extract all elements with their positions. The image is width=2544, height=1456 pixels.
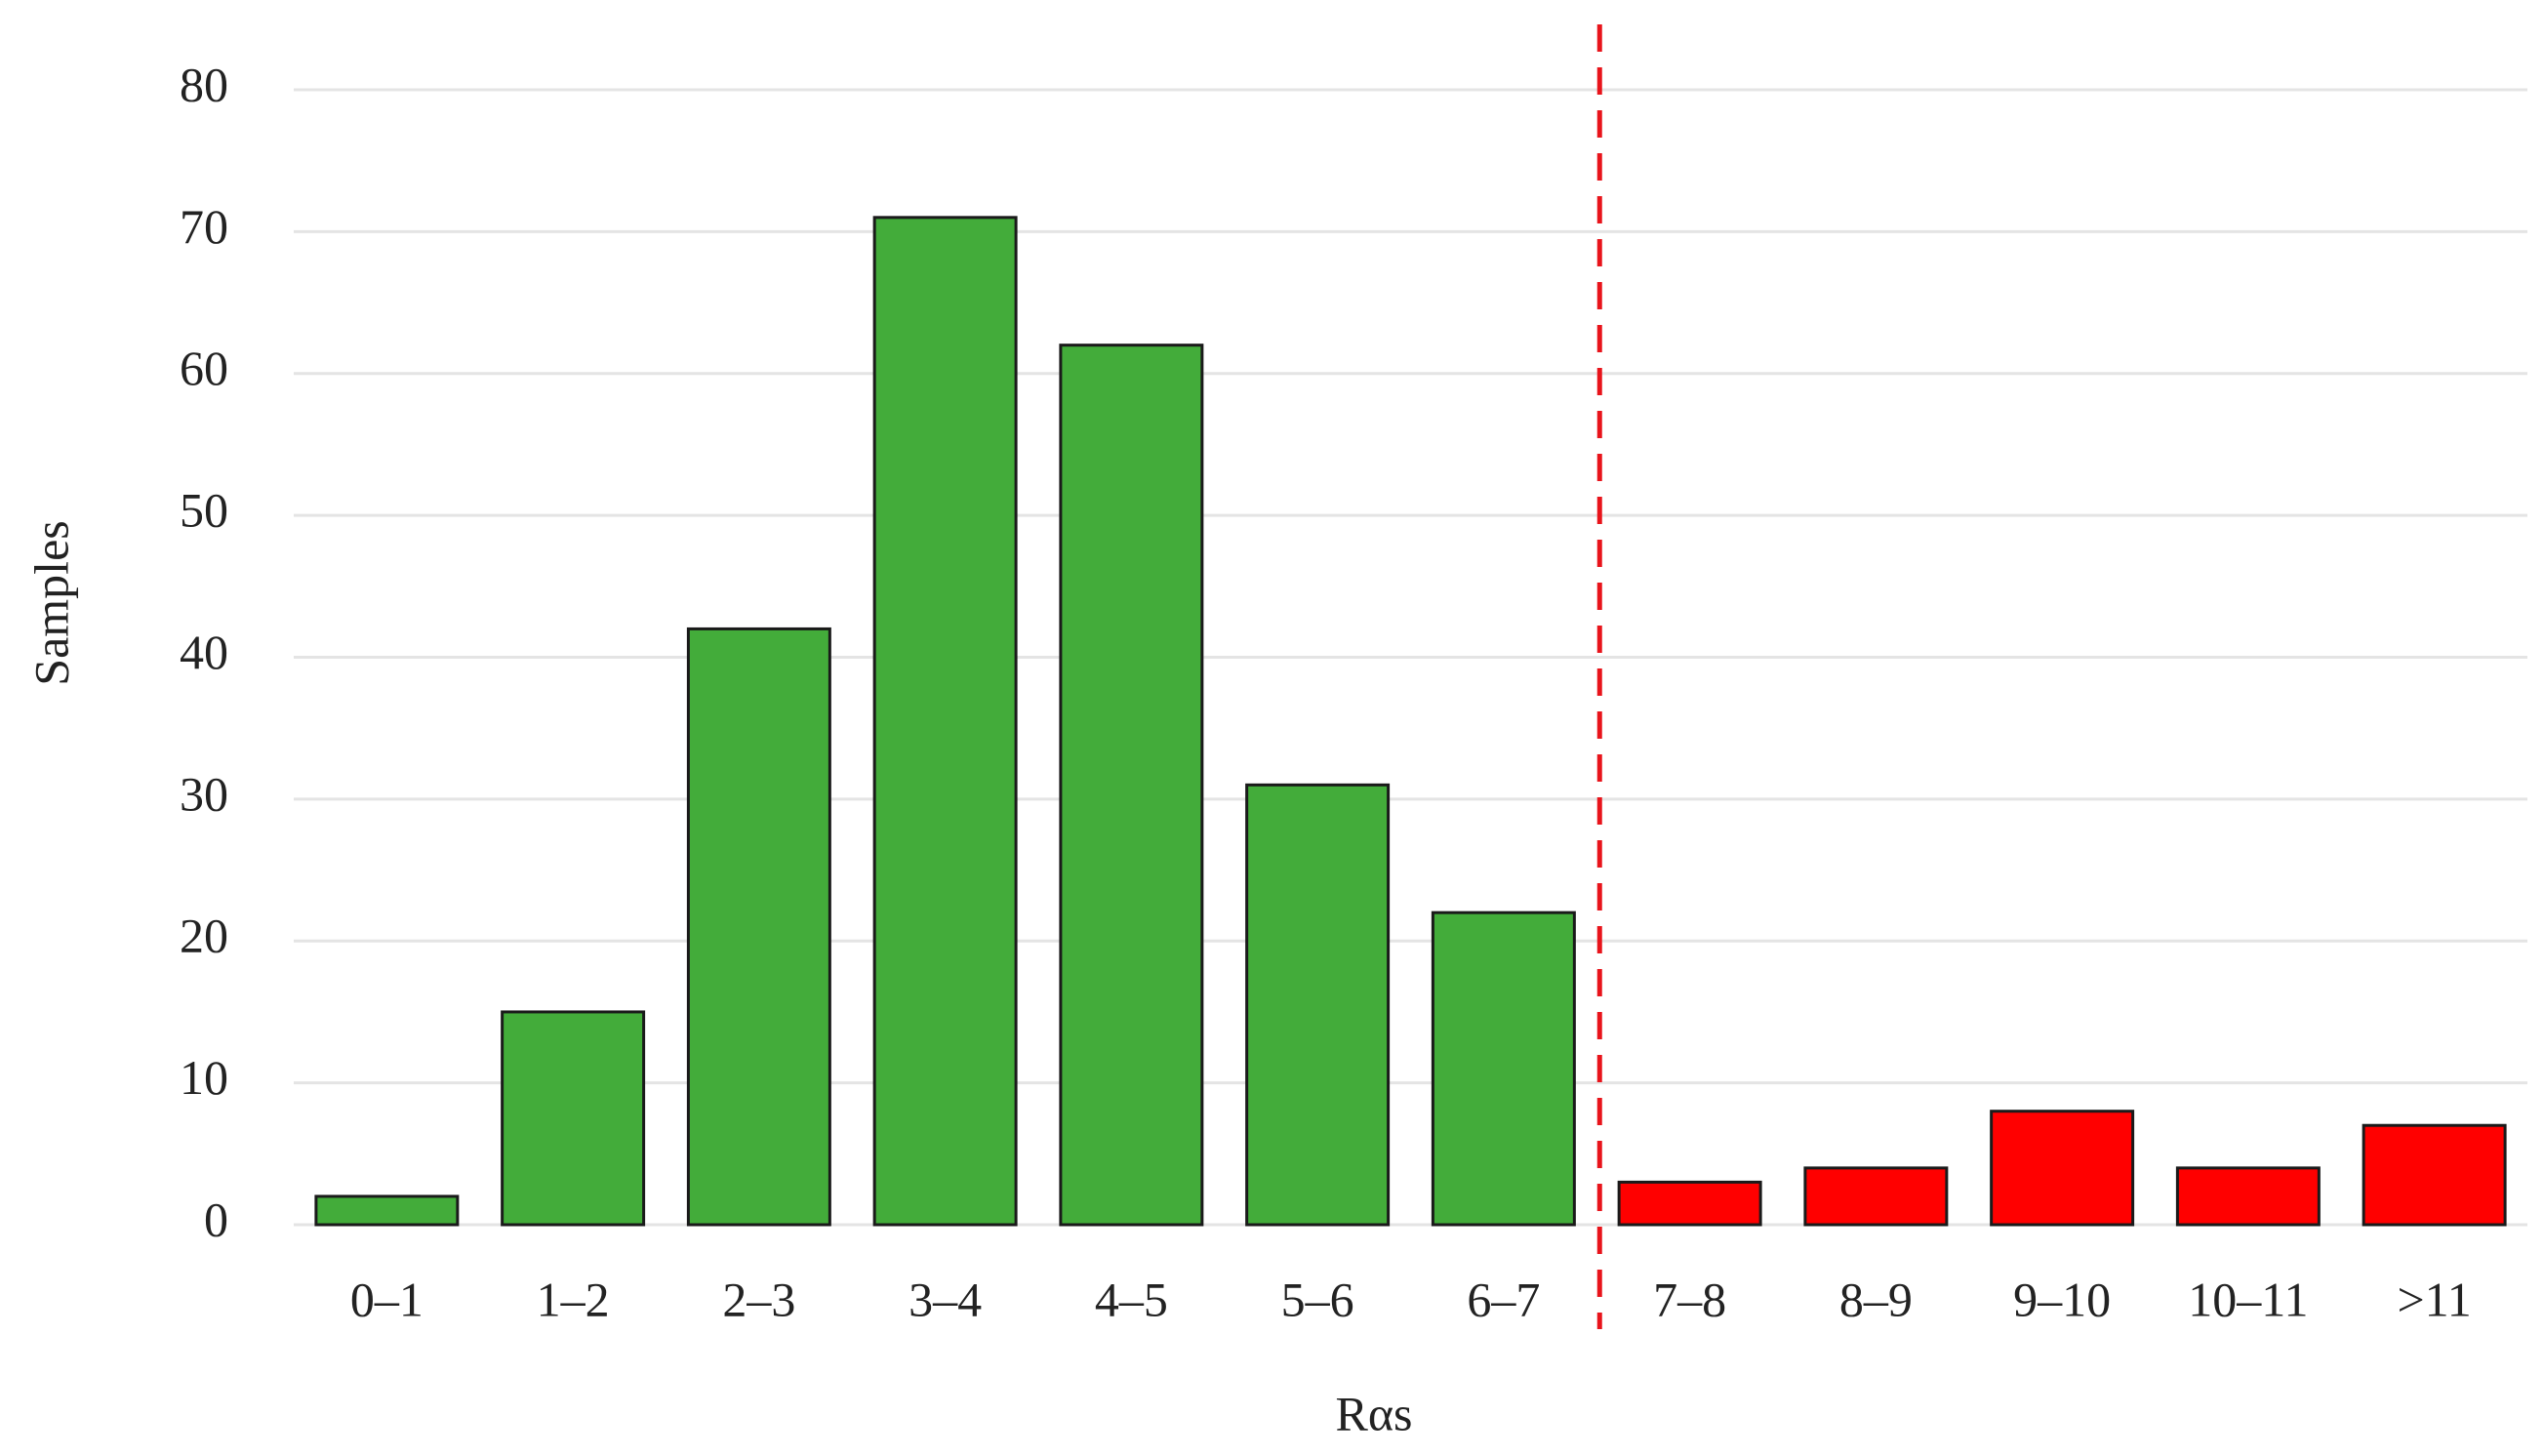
y-tick-label: 70 [180,199,228,254]
bar [1245,783,1391,1227]
bar [501,1010,646,1227]
y-tick-label: 0 [204,1192,228,1246]
y-tick-label: 60 [180,341,228,395]
y-tick-label: 20 [180,909,228,963]
x-tick-label: 4–5 [1095,1272,1168,1326]
bar [1431,910,1576,1227]
bar [2362,1123,2507,1227]
bar [314,1194,460,1227]
x-axis-label: Rαs [1335,1386,1412,1440]
bar [1803,1166,1949,1227]
x-tick-label: 8–9 [1839,1272,1913,1326]
x-tick-label: 7–8 [1653,1272,1726,1326]
bar [1617,1180,1762,1227]
bar [872,216,1018,1227]
y-tick-label: 30 [180,766,228,821]
x-tick-label: 2–3 [722,1272,795,1326]
x-tick-label: 3–4 [909,1272,982,1326]
y-tick-label: 10 [180,1050,228,1105]
x-tick-label: >11 [2397,1272,2471,1326]
x-tick-label: 1–2 [537,1272,610,1326]
bar [2175,1166,2321,1227]
bar [686,627,831,1227]
y-tick-label: 80 [180,57,228,111]
x-tick-label: 6–7 [1467,1272,1540,1326]
y-tick-label: 50 [180,483,228,538]
x-tick-label: 5–6 [1281,1272,1354,1326]
x-tick-label: 10–11 [2188,1272,2308,1326]
x-tick-label: 0–1 [350,1272,424,1326]
x-tick-label: 9–10 [2013,1272,2111,1326]
bar [1990,1110,2135,1227]
y-tick-label: 40 [180,625,228,679]
y-axis-label: Samples [23,520,78,685]
bar [1059,344,1204,1227]
